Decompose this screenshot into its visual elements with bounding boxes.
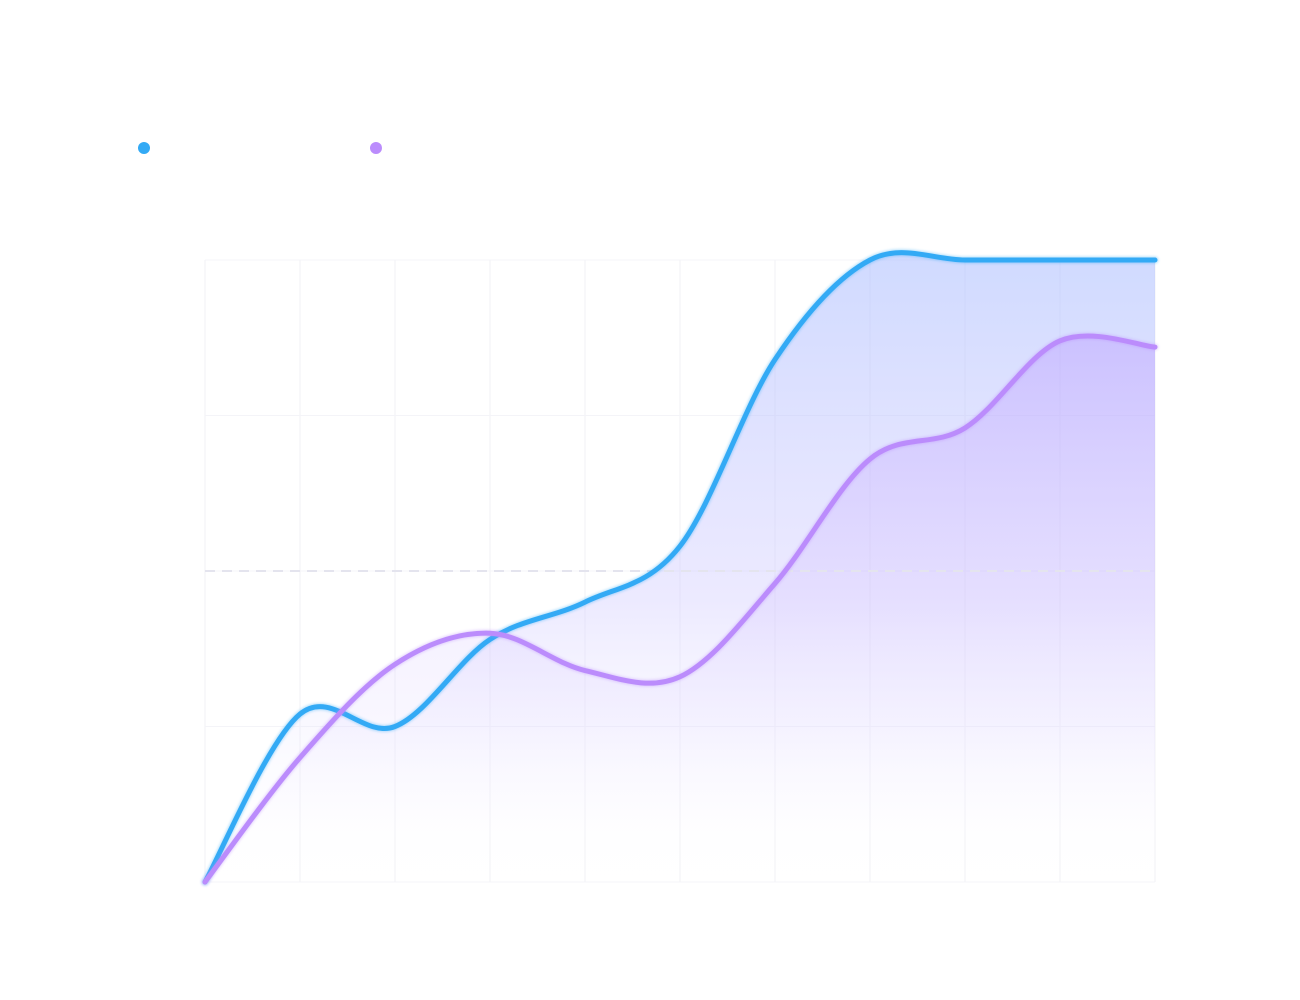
area-series-2 (205, 335, 1155, 883)
legend-dot-series-2 (370, 142, 382, 154)
legend-item-series-2[interactable] (370, 136, 392, 160)
chart-lines (201, 249, 1159, 886)
line-series-2 (202, 333, 1158, 885)
legend-item-series-1[interactable] (138, 136, 160, 160)
legend-dot-series-1 (138, 142, 150, 154)
chart-areas (205, 252, 1155, 883)
chart-legend (138, 136, 392, 160)
